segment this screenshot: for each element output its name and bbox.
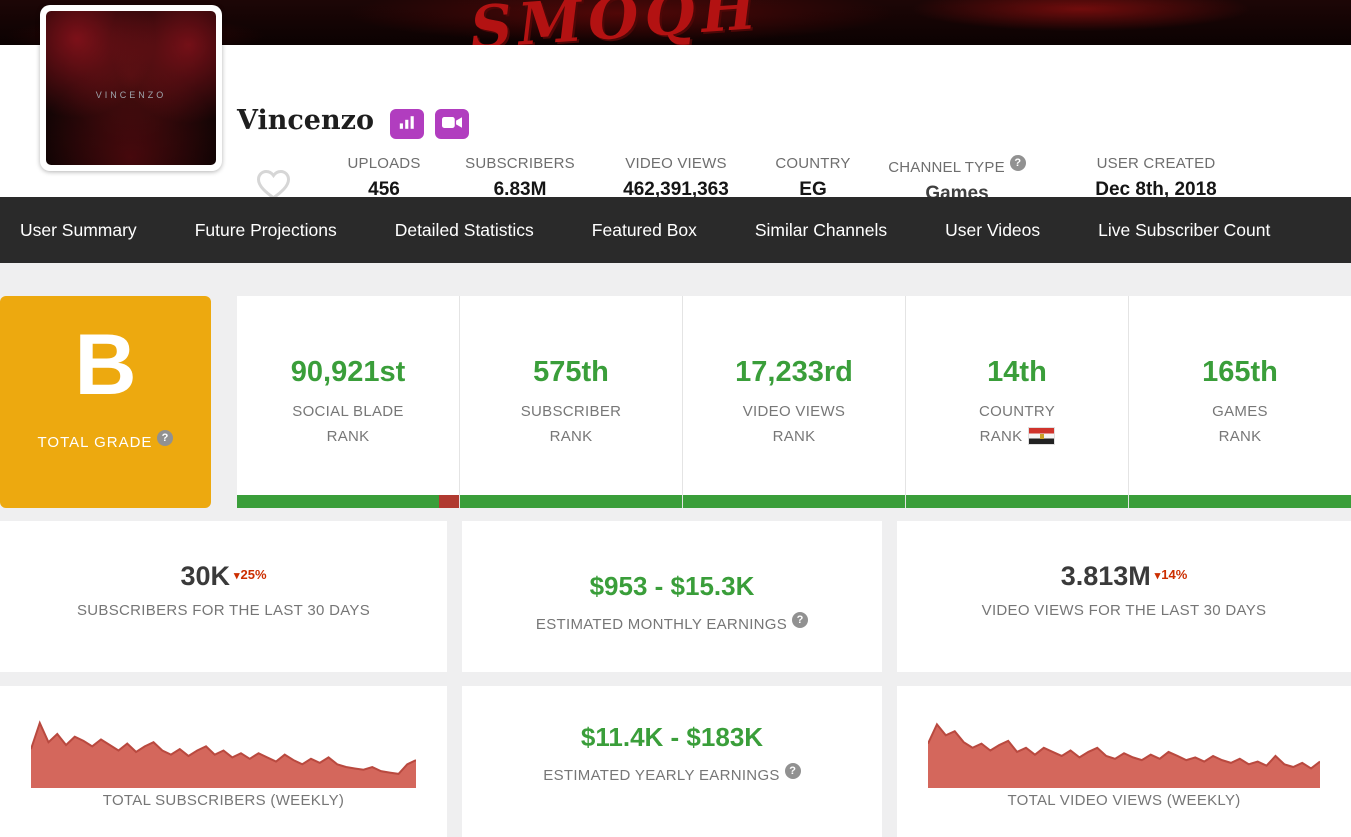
bar-chart-icon xyxy=(398,115,416,133)
nav-featured-box[interactable]: Featured Box xyxy=(591,219,697,240)
chart-label: TOTAL SUBSCRIBERS (WEEKLY) xyxy=(102,792,345,809)
stat-label: UPLOADS xyxy=(347,155,421,172)
card-label: ESTIMATED YEARLY EARNINGS xyxy=(462,763,882,784)
rank-label: RANK xyxy=(549,428,593,445)
stat-label: SUBSCRIBERS xyxy=(465,155,575,172)
stat-user-created: USER CREATED Dec 8th, 2018 xyxy=(1074,155,1238,201)
rank-progress-bar xyxy=(460,495,682,508)
rank-label: VIDEO VIEWS xyxy=(742,403,846,420)
yearly-earnings-card: $11.4K - $183K ESTIMATED YEARLY EARNINGS xyxy=(462,686,882,837)
rank-value: 90,921st xyxy=(290,356,406,388)
channel-stats-row: UPLOADS 456 SUBSCRIBERS 6.83M VIDEO VIEW… xyxy=(0,155,1351,215)
card-label: VIDEO VIEWS FOR THE LAST 30 DAYS xyxy=(981,602,1267,619)
rank-progress-bar xyxy=(237,495,459,508)
subscribers-30days-card: 30K 25% SUBSCRIBERS FOR THE LAST 30 DAYS xyxy=(0,521,447,672)
section-nav: User Summary Future Projections Detailed… xyxy=(0,197,1351,263)
rank-subscriber: 575th SUBSCRIBER RANK xyxy=(460,296,683,508)
rank-label: SOCIAL BLADE xyxy=(292,403,404,420)
video-views-30days-card: 3.813M 14% VIDEO VIEWS FOR THE LAST 30 DA… xyxy=(897,521,1351,672)
video-views-weekly-chart-card: TOTAL VIDEO VIEWS (WEEKLY) xyxy=(897,686,1351,837)
channel-avatar: VINCENZO xyxy=(40,5,222,171)
rank-games: 165th GAMES RANK xyxy=(1129,296,1351,508)
avatar-text: VINCENZO xyxy=(95,90,167,101)
subscribers-sparkline-chart xyxy=(31,712,416,788)
stat-label: USER CREATED xyxy=(1096,155,1216,172)
monthly-earnings-card: $953 - $15.3K ESTIMATED MONTHLY EARNINGS xyxy=(462,521,882,672)
views-change-badge: 14% xyxy=(1155,567,1188,582)
stat-value: Dec 8th, 2018 xyxy=(1095,179,1217,200)
video-camera-icon xyxy=(442,116,462,132)
rank-label: RANK xyxy=(1218,428,1262,445)
avatar-image: VINCENZO xyxy=(46,11,216,165)
subscribers-30days-value: 30K xyxy=(180,561,230,591)
channel-name: Vincenzo xyxy=(237,105,374,136)
stat-subscribers: SUBSCRIBERS 6.83M xyxy=(452,155,588,201)
grade-letter: B xyxy=(74,317,137,413)
stat-value: 456 xyxy=(368,179,400,200)
rank-value: 17,233rd xyxy=(735,356,853,388)
rank-label: GAMES xyxy=(1212,403,1268,420)
favorite-heart-icon[interactable] xyxy=(255,167,292,200)
rank-label: SUBSCRIBER xyxy=(520,403,622,420)
monthly-earnings-value: $953 - $15.3K xyxy=(589,571,755,601)
rank-social-blade: 90,921st SOCIAL BLADE RANK xyxy=(237,296,460,508)
help-icon[interactable] xyxy=(1009,155,1026,171)
video-views-30days-value: 3.813M xyxy=(1060,561,1151,591)
nav-live-subscriber-count[interactable]: Live Subscriber Count xyxy=(1098,219,1271,240)
stat-value: EG xyxy=(799,179,827,200)
chart-label: TOTAL VIDEO VIEWS (WEEKLY) xyxy=(1007,792,1241,809)
help-icon[interactable] xyxy=(792,612,809,628)
rank-label: COUNTRY xyxy=(979,403,1055,420)
main-content: B TOTAL GRADE 90,921st SOCIAL BLADE RANK… xyxy=(0,263,1351,837)
rank-value: 14th xyxy=(987,356,1047,388)
channel-header: Vincenzo UPLOADS 456 SUBSCRIBERS 6.83M xyxy=(0,45,1351,204)
nav-similar-channels[interactable]: Similar Channels xyxy=(754,219,888,240)
grade-label: TOTAL GRADE xyxy=(0,430,211,451)
rank-value: 575th xyxy=(533,356,609,388)
video-views-sparkline-chart xyxy=(928,712,1320,788)
rank-label: RANK xyxy=(906,428,1128,445)
rank-progress-bar xyxy=(906,495,1128,508)
nav-user-videos[interactable]: User Videos xyxy=(945,219,1041,240)
stat-value: 462,391,363 xyxy=(623,179,729,200)
stat-uploads: UPLOADS 456 xyxy=(338,155,430,201)
stat-country: COUNTRY EG xyxy=(768,155,858,201)
help-icon[interactable] xyxy=(157,430,174,446)
rank-video-views: 17,233rd VIDEO VIEWS RANK xyxy=(683,296,906,508)
rank-progress-bar xyxy=(683,495,905,508)
card-label: ESTIMATED MONTHLY EARNINGS xyxy=(462,612,882,633)
egypt-flag-icon xyxy=(1029,428,1055,444)
stat-value: 6.83M xyxy=(493,179,547,200)
rank-label: RANK xyxy=(326,428,370,445)
subscribers-weekly-chart-card: TOTAL SUBSCRIBERS (WEEKLY) xyxy=(0,686,447,837)
video-channel-button[interactable] xyxy=(435,109,469,139)
help-icon[interactable] xyxy=(784,763,801,779)
nav-future-projections[interactable]: Future Projections xyxy=(194,219,337,240)
ranks-panel: 90,921st SOCIAL BLADE RANK 575th SUBSCRI… xyxy=(237,296,1351,508)
stat-label: CHANNEL TYPE xyxy=(876,155,1038,176)
rank-progress-bar xyxy=(1129,495,1351,508)
rank-label: RANK xyxy=(772,428,816,445)
total-grade-card: B TOTAL GRADE xyxy=(0,296,211,508)
stat-label: VIDEO VIEWS xyxy=(625,155,727,172)
subscribers-change-badge: 25% xyxy=(234,567,267,582)
nav-detailed-statistics[interactable]: Detailed Statistics xyxy=(394,219,534,240)
stat-video-views: VIDEO VIEWS 462,391,363 xyxy=(606,155,746,201)
card-label: SUBSCRIBERS FOR THE LAST 30 DAYS xyxy=(76,602,371,619)
rank-value: 165th xyxy=(1202,356,1278,388)
yearly-earnings-value: $11.4K - $183K xyxy=(580,722,764,752)
stat-label: COUNTRY xyxy=(775,155,851,172)
nav-user-summary[interactable]: User Summary xyxy=(20,219,137,240)
channel-banner: SMOQH xyxy=(0,0,1351,45)
banner-art-text: SMOQH xyxy=(467,0,764,45)
stats-chart-button[interactable] xyxy=(390,109,424,139)
rank-country: 14th COUNTRY RANK xyxy=(906,296,1129,508)
